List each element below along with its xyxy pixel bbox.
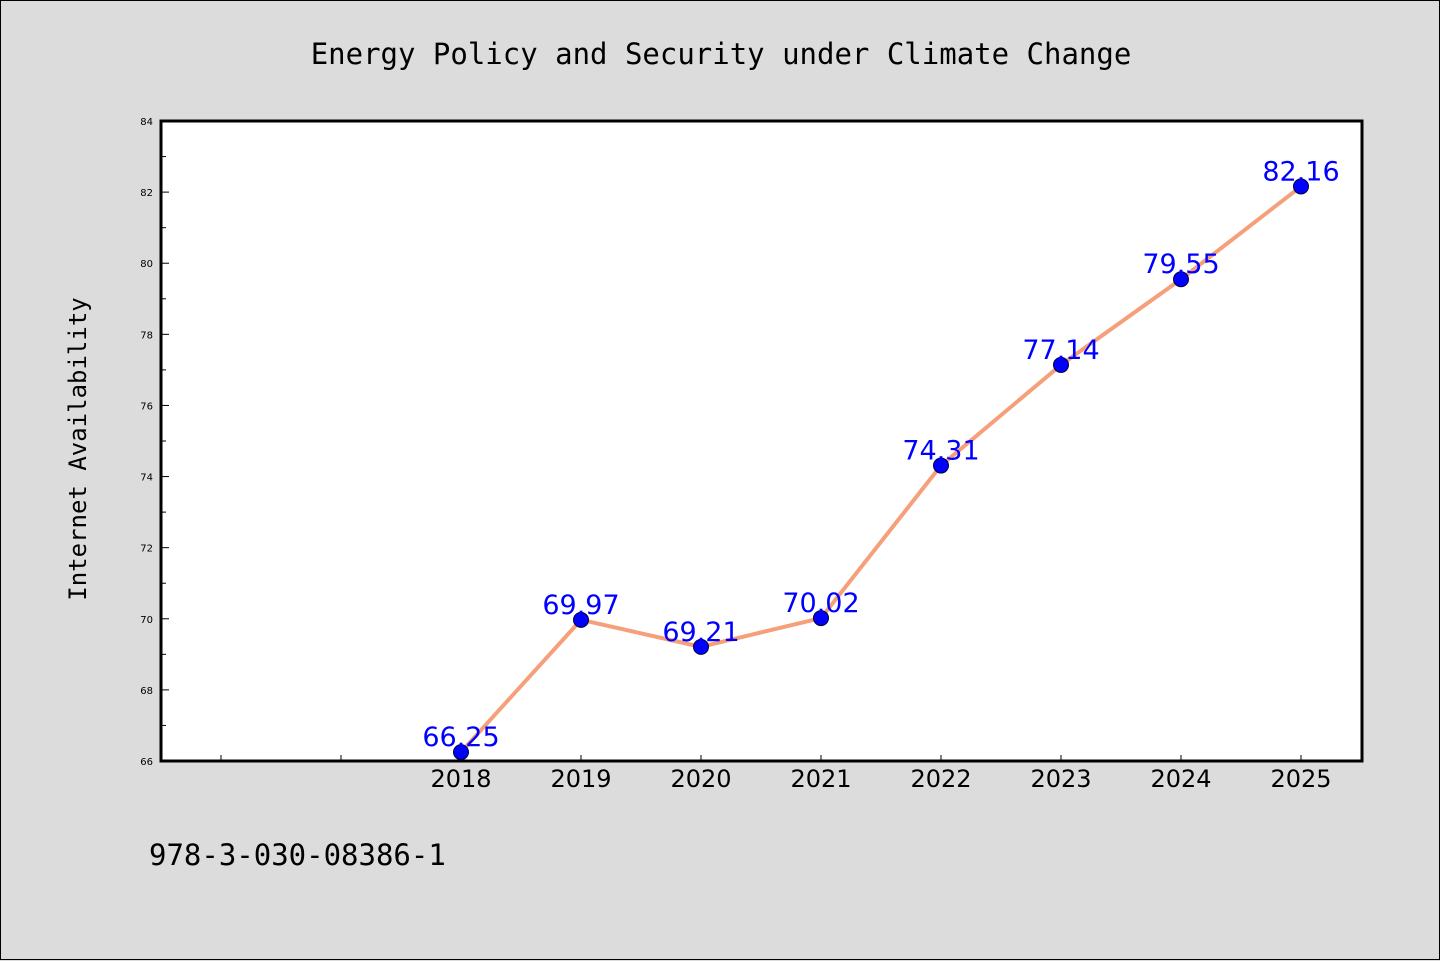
x-tick-label: 2023 [1030,765,1091,793]
series-line [459,184,1303,754]
y-tick-label: 78 [140,330,153,341]
data-point [1293,178,1309,195]
data-label: 69.97 [542,590,619,621]
y-tick-label: 72 [140,544,153,555]
data-label: 70.02 [782,588,859,619]
y-tick-label: 82 [140,188,153,199]
y-tick-label: 68 [140,686,153,697]
plot-area [159,119,1364,763]
data-point [1053,356,1069,373]
data-point [813,610,829,627]
data-label: 69.21 [662,617,739,648]
y-tick-label: 74 [140,473,153,484]
series-layer: 66.25 69.97 69.21 70.02 74.31 77.14 79.55 82.16 [422,156,1340,761]
data-label: 77.14 [1022,335,1099,366]
x-tick-label: 2018 [430,765,491,793]
y-tick-label: 70 [140,615,153,626]
x-tick-label: 2021 [790,765,851,793]
data-point [693,638,709,655]
data-point [573,611,589,628]
x-tick-label: 2025 [1270,765,1331,793]
data-label: 74.31 [902,436,979,467]
x-tick-label: 2024 [1150,765,1211,793]
y-axis: 66 68 70 72 74 76 78 80 82 84 [140,117,169,768]
x-axis: 2018 2019 2020 2021 2022 2023 2024 2025 [220,755,1332,793]
y-axis-label: Internet Availability [64,297,92,600]
x-tick-label: 2020 [670,765,731,793]
data-label: 79.55 [1142,249,1219,280]
y-tick-label: 66 [140,757,153,768]
data-label: 82.16 [1262,156,1339,187]
y-tick-label: 76 [140,401,153,412]
y-tick-label: 80 [140,259,153,270]
data-label: 66.25 [422,722,499,753]
x-tick-label: 2022 [910,765,971,793]
data-point [933,457,949,474]
data-point [1173,271,1189,288]
x-tick-label: 2019 [550,765,611,793]
y-tick-label: 84 [140,117,153,128]
isbn-text: 978-3-030-08386-1 [149,838,446,872]
data-point [453,744,469,761]
chart-title: Energy Policy and Security under Climate… [311,37,1132,71]
